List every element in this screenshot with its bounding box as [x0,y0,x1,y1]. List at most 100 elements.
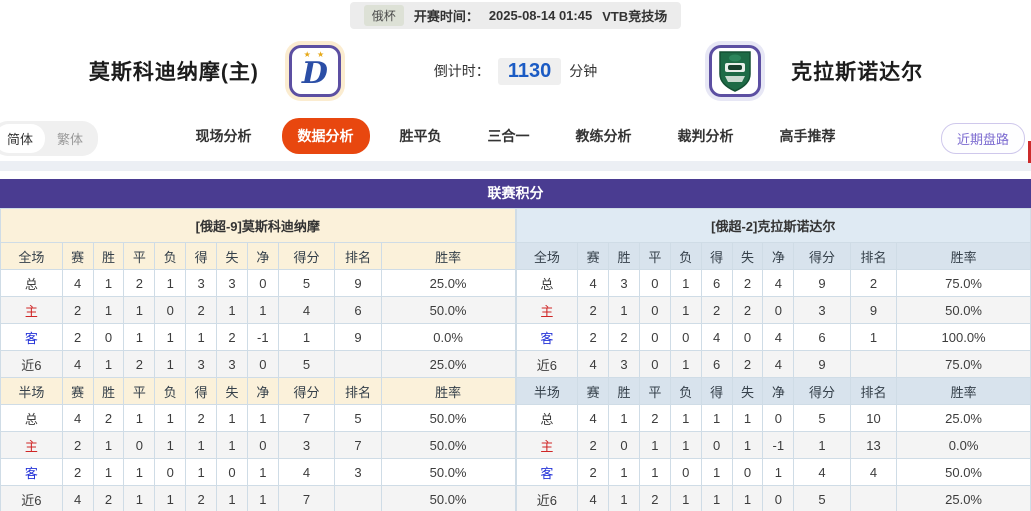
team-section-header: [俄超-2]克拉斯诺达尔 [515,208,1031,243]
table-cell: 排名 [849,242,898,270]
venue-name: VTB竞技场 [602,9,668,24]
table-cell: 1 [92,350,125,378]
table-cell: 净 [246,377,279,405]
table-cell: 0 [731,458,764,486]
dynamo-logo-icon: ★ ★ D [288,45,341,97]
table-cell: 负 [669,242,702,270]
tab-3[interactable]: 胜平负 [399,128,442,144]
table-cell: 2 [185,296,218,324]
table-cell: 9 [334,323,382,351]
recent-odds-button[interactable]: 近期盘路 [940,123,1025,154]
countdown-value: 1130 [497,57,562,85]
table-cell: 2 [577,323,610,351]
table-cell: 失 [731,242,764,270]
table-cell: 2 [849,269,898,297]
table-cell: 0 [216,458,248,486]
krasnodar-logo-icon [709,45,762,97]
table-cell: 7 [334,431,382,459]
table-cell: 1 [731,404,764,432]
lang-simplified[interactable]: 简体 [0,124,46,153]
table-cell: 0 [154,458,187,486]
table-cell: 1 [608,485,640,511]
table-cell: 2 [638,404,671,432]
table-cell: 平 [638,242,671,270]
countdown-unit: 分钟 [569,63,598,79]
table-cell: 7 [277,404,336,432]
table-cell: 4 [577,350,610,378]
home-team-logo: ★ ★ D [284,41,345,101]
table-cell: 赛 [61,377,94,405]
table-cell: 0 [608,431,640,459]
table-cell: 3 [608,269,640,297]
table-cell: 1 [731,431,764,459]
scroll-indicator[interactable] [1028,141,1031,163]
table-cell: 胜 [92,242,125,270]
table-cell: 50.0% [896,296,1031,324]
table-cell: 2 [577,431,610,459]
table-cell: 1 [154,323,187,351]
table-cell: 胜 [92,377,125,405]
table-cell: 4 [61,485,94,511]
table-cell: 3 [608,350,640,378]
table-cell: 排名 [334,377,382,405]
table-cell: 5 [277,350,336,378]
table-cell: 6 [793,323,851,351]
table-cell: 胜 [608,242,640,270]
table-cell: 1 [154,404,187,432]
table-cell: 10 [849,404,898,432]
table-cell: 总 [515,269,579,297]
tab-6[interactable]: 裁判分析 [677,128,734,144]
table-cell: 9 [793,350,851,378]
section-title: 联赛积分 [0,179,1031,208]
language-toggle: 简体 繁体 [0,121,99,156]
table-cell: 7 [277,485,336,511]
table-cell: 100.0% [896,323,1031,351]
table-cell: 负 [154,242,187,270]
lang-traditional[interactable]: 繁体 [57,132,84,147]
table-cell: 赛 [577,242,610,270]
table-cell: 2 [731,269,764,297]
table-cell: 1 [123,404,156,432]
table-cell: 1 [669,485,702,511]
tab-4[interactable]: 三合一 [487,128,530,144]
table-cell: 0 [246,431,279,459]
table-cell: 得分 [277,242,336,270]
table-cell: 赛 [61,242,94,270]
countdown-label: 倒计时： [433,63,490,79]
kickoff-label: 开赛时间： [413,9,479,24]
tab-2[interactable]: 数据分析 [281,118,370,154]
table-cell: 0.0% [896,431,1031,459]
table-cell: 4 [577,269,610,297]
table-cell: 0 [638,350,671,378]
tab-7[interactable]: 高手推荐 [779,128,836,144]
table-cell: 失 [216,377,248,405]
table-cell: 净 [762,242,795,270]
table-cell: 1 [608,458,640,486]
tab-1[interactable]: 现场分析 [195,128,252,144]
table-cell: 负 [669,377,702,405]
table-cell: 近6 [0,350,63,378]
table-cell: 1 [246,458,279,486]
table-cell: 1 [669,431,702,459]
table-cell: 1 [154,350,187,378]
table-cell: 3 [216,350,248,378]
table-cell: 近6 [515,350,579,378]
table-cell: 1 [700,458,733,486]
tab-5[interactable]: 教练分析 [575,128,632,144]
table-cell: 5 [277,269,336,297]
table-cell: 2 [61,431,94,459]
table-cell: 1 [216,431,248,459]
table-cell: 3 [185,269,218,297]
table-cell: 2 [123,350,156,378]
table-cell: 4 [277,296,336,324]
shield-icon [719,51,751,92]
table-cell: 平 [123,377,156,405]
table-cell: 1 [608,404,640,432]
table-cell: 4 [577,485,610,511]
table-cell: 得 [700,242,733,270]
home-team-name: 莫斯科迪纳摩(主) [88,61,259,84]
table-cell: 1 [123,458,156,486]
table-cell [849,485,898,511]
nav-row: 简体 繁体 现场分析 数据分析 胜平负 三合一 教练分析 裁判分析 高手推荐 近期盘路 [0,113,1031,159]
league-badge: 俄杯 [363,5,404,26]
